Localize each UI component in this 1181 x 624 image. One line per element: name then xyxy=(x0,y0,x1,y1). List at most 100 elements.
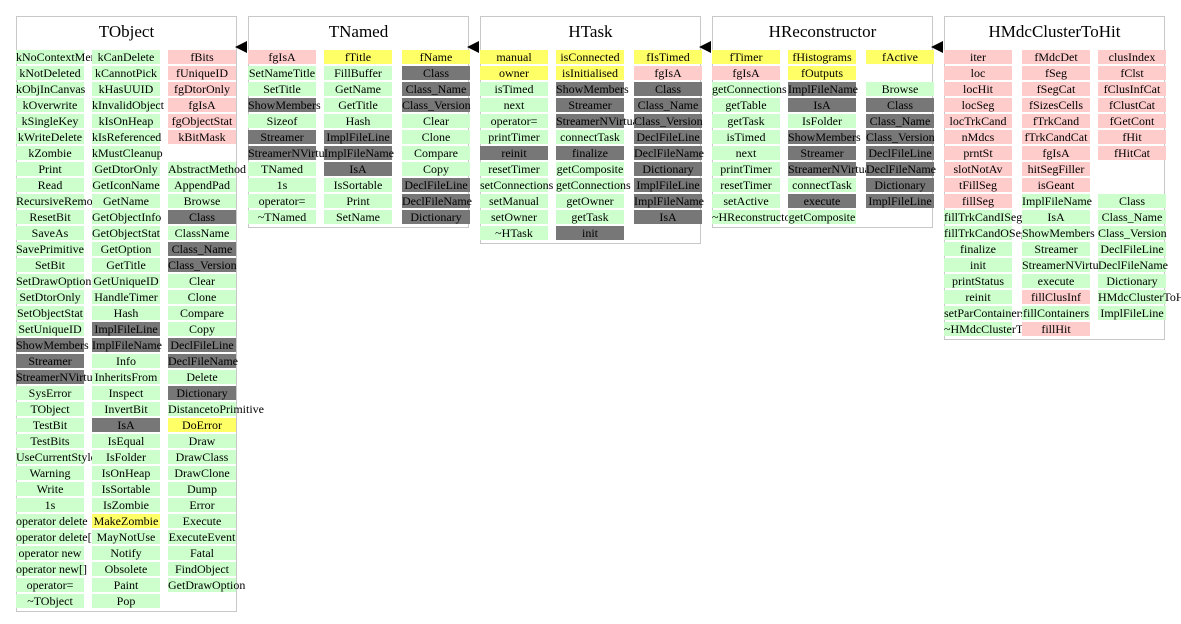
member-function: setActive xyxy=(712,194,780,208)
member-function: Clone xyxy=(402,130,470,144)
data-member: fgIsA xyxy=(634,66,702,80)
member-function: ImplFileName xyxy=(634,194,704,208)
member-function: getComposite xyxy=(788,210,856,224)
data-member: fSeg xyxy=(1022,66,1090,80)
inheritance-arrow xyxy=(467,41,479,53)
member-function: reinit xyxy=(944,290,1012,304)
member-function: kCannotPick xyxy=(92,66,160,80)
member-function: Hash xyxy=(324,114,392,128)
member-function: kObjInCanvas xyxy=(16,82,86,96)
member-function: GetName xyxy=(324,82,392,96)
member-function: Warning xyxy=(16,466,84,480)
member-function: Class xyxy=(1098,194,1166,208)
data-member: fgIsA xyxy=(1022,146,1090,160)
member-function: UseCurrentStyle xyxy=(16,450,96,464)
member-function: operator= xyxy=(248,194,316,208)
data-member: loc xyxy=(944,66,1012,80)
member-function: AbstractMethod xyxy=(168,162,246,176)
member-function: next xyxy=(480,98,548,112)
member-function: fTimer xyxy=(712,50,780,64)
member-function: IsA xyxy=(324,162,392,176)
member-function: MakeZombie xyxy=(92,514,160,528)
member-function: operator delete xyxy=(16,514,88,528)
member-function xyxy=(1098,162,1166,176)
data-member: fgIsA xyxy=(248,50,316,64)
member-function: ResetBit xyxy=(16,210,84,224)
member-function: DeclFileLine xyxy=(634,130,702,144)
member-function: Clone xyxy=(168,290,236,304)
member-function: GetDtorOnly xyxy=(92,162,160,176)
member-function: ImplFileName xyxy=(92,338,162,352)
member-function: operator= xyxy=(480,114,548,128)
data-member: fgIsA xyxy=(168,98,236,112)
data-member: nMdcs xyxy=(944,130,1012,144)
data-member: fTrkCand xyxy=(1022,114,1090,128)
data-member: fBits xyxy=(168,50,236,64)
member-function: Hash xyxy=(92,306,160,320)
member-function: IsZombie xyxy=(92,498,160,512)
inheritance-arrow xyxy=(931,41,943,53)
member-function: DeclFileName xyxy=(1098,258,1168,272)
member-function: TObject xyxy=(16,402,84,416)
member-function: Class_Name xyxy=(168,242,236,256)
member-function: Compare xyxy=(402,146,470,160)
member-function: execute xyxy=(1022,274,1090,288)
member-function: getOwner xyxy=(556,194,624,208)
member-function: ShowMembers xyxy=(556,82,629,96)
data-member: fgObjectStat xyxy=(168,114,236,128)
member-function: resetTimer xyxy=(480,162,548,176)
data-member: tFillSeg xyxy=(944,178,1012,192)
member-function: finalize xyxy=(556,146,624,160)
member-function: Streamer xyxy=(788,146,856,160)
data-member: prntSt xyxy=(944,146,1012,160)
member-function: SetBit xyxy=(16,258,84,272)
member-function: setConnections xyxy=(480,178,554,192)
member-function: Inspect xyxy=(92,386,160,400)
member-function: GetObjectInfo xyxy=(92,210,162,224)
member-function: owner xyxy=(480,66,548,80)
member-function: operator delete[] xyxy=(16,530,96,544)
member-function: ImplFileName xyxy=(788,82,858,96)
member-function: Browse xyxy=(168,194,236,208)
member-function: Obsolete xyxy=(92,562,160,576)
member-function: FillBuffer xyxy=(324,66,392,80)
member-function: ShowMembers xyxy=(16,338,89,352)
member-function: DistancetoPrimitive xyxy=(168,402,264,416)
member-function: Read xyxy=(16,178,84,192)
member-function: ShowMembers xyxy=(1022,226,1095,240)
member-function: operator new xyxy=(16,546,84,560)
member-function: InvertBit xyxy=(92,402,160,416)
member-function: AppendPad xyxy=(168,178,236,192)
member-function: Info xyxy=(92,354,160,368)
member-function: getConnections xyxy=(712,82,787,96)
member-function: StreamerNVirtual xyxy=(16,370,102,384)
member-function xyxy=(1098,178,1166,192)
member-function: DeclFileLine xyxy=(168,338,236,352)
member-function: GetOption xyxy=(92,242,160,256)
member-function: Compare xyxy=(168,306,236,320)
member-function: setManual xyxy=(480,194,548,208)
member-function: ImplFileLine xyxy=(324,130,392,144)
member-function: GetTitle xyxy=(324,98,392,112)
member-function: operator new[] xyxy=(16,562,87,576)
member-function: MayNotUse xyxy=(92,530,160,544)
member-function: Error xyxy=(168,498,236,512)
member-function: getConnections xyxy=(556,178,631,192)
member-function: StreamerNVirtual xyxy=(1022,258,1108,272)
member-function: TNamed xyxy=(248,162,316,176)
member-function: DeclFileName xyxy=(634,146,704,160)
member-function: isTimed xyxy=(712,130,780,144)
member-function: IsOnHeap xyxy=(92,466,160,480)
data-member: fClst xyxy=(1098,66,1166,80)
member-function: IsSortable xyxy=(92,482,160,496)
member-function: IsA xyxy=(1022,210,1090,224)
member-function: GetObjectStat xyxy=(92,226,160,240)
data-member: fUniqueID xyxy=(168,66,236,80)
member-function: kZombie xyxy=(16,146,84,160)
member-function: DrawClass xyxy=(168,450,236,464)
member-function: GetUniqueID xyxy=(92,274,160,288)
member-function: StreamerNVirtual xyxy=(248,146,334,160)
member-function: Fatal xyxy=(168,546,236,560)
member-function: ~TObject xyxy=(16,594,84,608)
member-function: fillContainers xyxy=(1022,306,1090,320)
